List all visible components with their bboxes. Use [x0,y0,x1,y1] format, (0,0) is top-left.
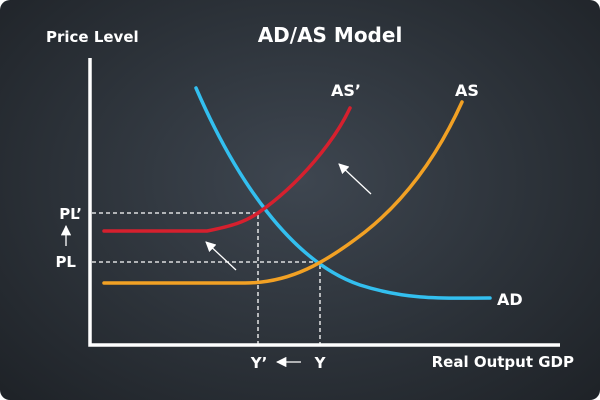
diagram-title: AD/AS Model [258,23,403,47]
axes [88,58,560,347]
as-shift-arrow [338,163,372,195]
tick-y: Y [314,354,327,372]
tick-pl-prime: PL’ [59,205,82,223]
ad-label: AD [497,290,523,309]
ad-curve [194,86,492,300]
as-prime-label: AS’ [331,81,361,100]
tick-pl: PL [55,253,76,271]
y-axis-label: Price Level [46,28,139,46]
guide-pl-prime [92,212,259,345]
as-curve [102,100,464,285]
guide-pl [92,261,321,345]
tick-y-prime: Y’ [250,354,268,372]
as-label: AS [455,81,479,100]
as-prime-curve [102,106,352,233]
x-axis-label: Real Output GDP [432,353,574,371]
as-shift-arrow-lower [205,241,237,271]
